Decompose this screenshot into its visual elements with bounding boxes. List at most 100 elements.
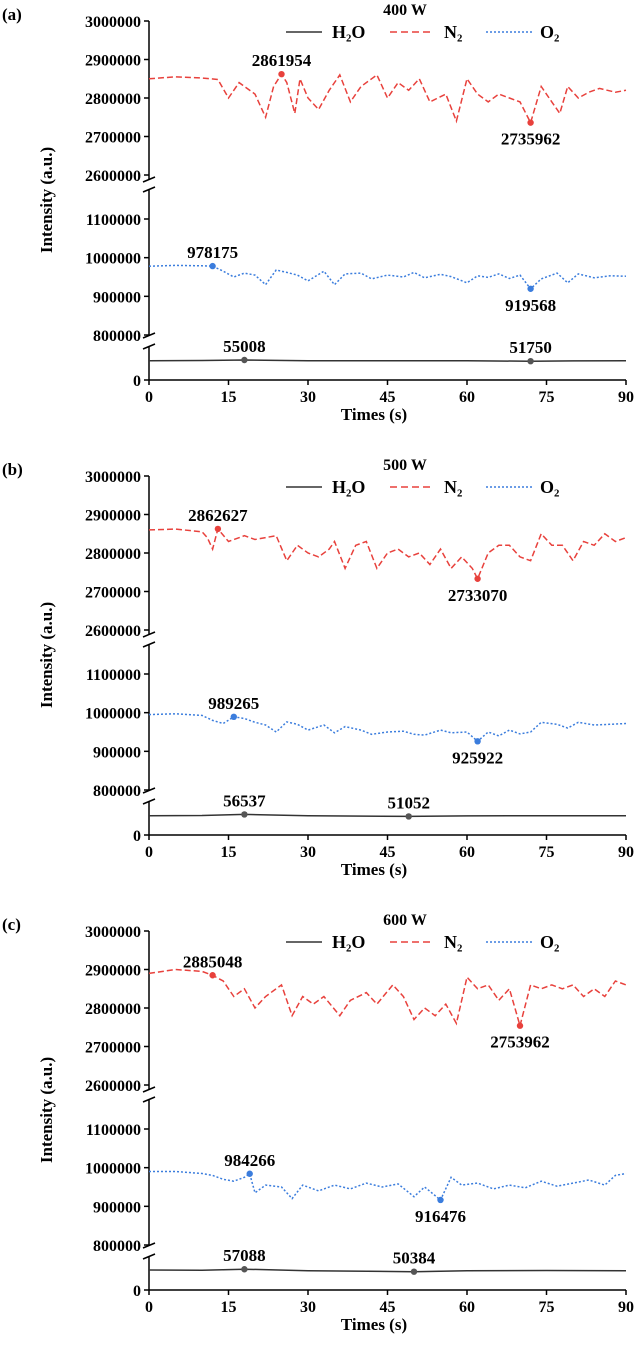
y-tick-label: 0 <box>133 828 141 845</box>
series-line-1 <box>148 1268 627 1273</box>
y-tick-label: 800000 <box>93 1238 141 1255</box>
series-line-3 <box>148 264 627 290</box>
annotation-marker <box>474 738 481 745</box>
annotation-marker <box>241 811 248 818</box>
series-line-3 <box>149 1170 627 1202</box>
chart-title: 600 W <box>383 912 427 929</box>
series-line-2 <box>148 527 627 581</box>
y-axis-label: Intensity (a.u.) <box>37 1057 56 1163</box>
y-tick-label: 3000000 <box>85 924 141 941</box>
annotation-label: 925922 <box>452 748 503 767</box>
y-tick-label: 2600000 <box>85 168 141 185</box>
x-tick-label: 30 <box>300 389 316 406</box>
annotation-label: 984266 <box>224 1151 275 1170</box>
annotation-label: 56537 <box>223 791 266 810</box>
legend-label-2: N₂ <box>444 477 462 497</box>
annotation-label: 55008 <box>223 337 266 356</box>
x-axis-label: Times (s) <box>341 860 407 879</box>
x-tick-label: 30 <box>300 1299 316 1316</box>
x-tick-label: 75 <box>539 1299 555 1316</box>
y-tick-label: 1000000 <box>85 251 141 268</box>
chart-title: 500 W <box>383 457 427 474</box>
y-tick-label: 800000 <box>93 328 141 345</box>
annotation-label: 57088 <box>223 1246 266 1265</box>
axis-break-mark <box>142 631 156 638</box>
annotation-marker <box>209 972 216 979</box>
series-line-2 <box>148 72 627 125</box>
axis-break-mark <box>142 343 156 350</box>
y-tick-label: 3000000 <box>85 469 141 486</box>
x-tick-label: 0 <box>145 389 153 406</box>
annotation-marker <box>527 285 534 292</box>
y-tick-label: 1100000 <box>86 212 141 229</box>
y-tick-label: 1000000 <box>85 706 141 723</box>
x-tick-label: 60 <box>459 844 475 861</box>
y-tick-label: 2800000 <box>85 546 141 563</box>
legend-label-1: H₂O <box>332 22 365 42</box>
annotation-marker <box>241 1266 248 1273</box>
annotation-marker <box>246 1170 253 1177</box>
axis-break-mark <box>142 1086 156 1093</box>
legend-label-3: O₂ <box>540 932 559 952</box>
annotation-label: 2735962 <box>501 130 561 149</box>
legend-label-2: N₂ <box>444 932 462 952</box>
y-tick-label: 1000000 <box>85 1161 141 1178</box>
annotation-marker <box>209 262 216 270</box>
annotation-label: 51750 <box>509 338 552 357</box>
chart-title: 400 W <box>383 2 427 19</box>
x-tick-label: 90 <box>618 1299 634 1316</box>
y-tick-label: 2900000 <box>85 963 141 980</box>
panel-label: (b) <box>2 460 23 479</box>
annotation-label: 2753962 <box>490 1033 550 1052</box>
x-tick-label: 15 <box>221 844 237 861</box>
chart-panel-2: (b) 500 W26000002700000280000029000003000… <box>2 457 634 879</box>
annotation-marker <box>278 70 285 78</box>
x-tick-label: 60 <box>459 389 475 406</box>
annotation-label: 2733070 <box>448 586 508 605</box>
x-tick-label: 0 <box>145 1299 153 1316</box>
x-tick-label: 15 <box>221 1299 237 1316</box>
annotation-marker <box>527 357 534 365</box>
legend-label-1: H₂O <box>332 932 365 952</box>
annotation-marker <box>437 1196 444 1204</box>
annotation-marker <box>516 1022 524 1029</box>
axis-break-mark <box>142 176 156 183</box>
y-tick-label: 2800000 <box>85 91 141 108</box>
x-tick-label: 75 <box>539 389 555 406</box>
x-tick-label: 45 <box>380 1299 396 1316</box>
y-tick-label: 2700000 <box>85 130 141 147</box>
y-tick-label: 2800000 <box>85 1001 141 1018</box>
annotation-label: 919568 <box>505 296 556 315</box>
annotation-label: 978175 <box>187 243 238 262</box>
annotation-label: 2862627 <box>188 506 248 525</box>
annotation-marker <box>214 525 222 533</box>
y-tick-label: 1100000 <box>86 1122 141 1139</box>
y-tick-label: 0 <box>133 1283 141 1300</box>
axis-break-mark <box>142 798 156 805</box>
y-tick-label: 900000 <box>93 289 141 306</box>
x-tick-label: 60 <box>459 1299 475 1316</box>
y-tick-label: 2600000 <box>85 1078 141 1095</box>
x-tick-label: 0 <box>145 844 153 861</box>
legend-label-2: N₂ <box>444 22 462 42</box>
y-axis-label: Intensity (a.u.) <box>37 602 56 708</box>
x-tick-label: 90 <box>618 844 634 861</box>
x-tick-label: 15 <box>221 389 237 406</box>
annotation-label: 2861954 <box>252 51 312 70</box>
annotation-label: 51052 <box>387 793 430 812</box>
y-tick-label: 2700000 <box>85 585 141 602</box>
x-tick-label: 90 <box>618 389 634 406</box>
x-tick-label: 45 <box>380 844 396 861</box>
y-tick-label: 1100000 <box>86 667 141 684</box>
axis-break-mark <box>142 186 156 193</box>
y-tick-label: 0 <box>133 373 141 390</box>
annotation-marker <box>241 356 248 364</box>
series-line-1 <box>148 813 626 818</box>
axis-break-mark <box>142 1253 156 1260</box>
x-axis-label: Times (s) <box>341 1315 407 1334</box>
annotation-marker <box>527 119 534 126</box>
axis-break-mark <box>142 641 156 648</box>
series-line-3 <box>148 713 627 743</box>
series-line-2 <box>148 968 627 1029</box>
legend-label-1: H₂O <box>332 477 365 497</box>
